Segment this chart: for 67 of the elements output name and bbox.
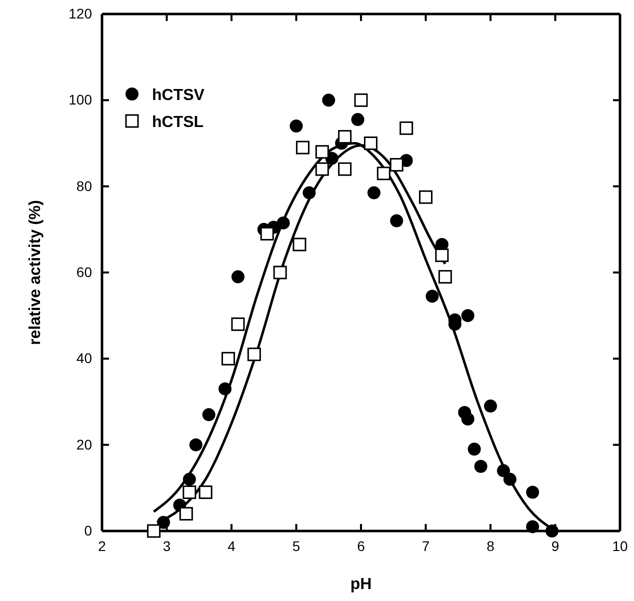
point xyxy=(218,382,232,396)
point xyxy=(426,290,439,303)
point xyxy=(419,190,432,204)
x-tick-label: 8 xyxy=(486,538,495,554)
point xyxy=(474,460,488,473)
point xyxy=(435,248,449,262)
point xyxy=(390,214,404,228)
point xyxy=(526,520,540,534)
point xyxy=(292,238,306,252)
x-tick-label: 2 xyxy=(98,538,106,554)
point xyxy=(273,266,287,280)
y-tick-label: 0 xyxy=(84,522,92,538)
point xyxy=(157,516,170,529)
point xyxy=(315,162,329,176)
point xyxy=(390,158,404,172)
point xyxy=(222,352,236,366)
point xyxy=(179,507,193,521)
point xyxy=(322,94,336,107)
point xyxy=(546,524,559,538)
point xyxy=(302,186,316,200)
point xyxy=(315,145,329,159)
point xyxy=(231,317,245,331)
point xyxy=(338,162,352,176)
point xyxy=(290,120,303,133)
x-axis-title: pH xyxy=(350,576,372,593)
point xyxy=(400,121,414,135)
point xyxy=(182,472,196,486)
point xyxy=(376,166,390,180)
x-tick-label: 4 xyxy=(228,538,236,554)
y-tick-label: 80 xyxy=(76,178,92,194)
point xyxy=(182,485,196,499)
point xyxy=(296,140,310,154)
legend-label: hCTSV xyxy=(152,87,205,104)
point xyxy=(147,524,161,538)
point xyxy=(276,216,290,230)
point xyxy=(198,485,212,499)
point xyxy=(461,412,474,426)
point xyxy=(202,408,216,422)
point xyxy=(526,486,540,499)
point xyxy=(231,270,244,284)
y-tick-label: 100 xyxy=(68,92,92,108)
x-tick-label: 10 xyxy=(612,538,628,554)
x-tick-label: 5 xyxy=(292,538,300,554)
y-axis-title: relative activity (%) xyxy=(27,200,44,345)
x-tick-label: 7 xyxy=(422,538,430,554)
x-tick-label: 6 xyxy=(357,538,366,554)
point xyxy=(364,136,378,150)
point xyxy=(260,226,274,240)
point xyxy=(496,464,510,478)
y-tick-label: 60 xyxy=(76,264,92,280)
point xyxy=(468,442,481,456)
point xyxy=(438,270,452,284)
point xyxy=(461,309,474,322)
point xyxy=(247,348,261,362)
x-tick-label: 9 xyxy=(551,538,560,554)
y-tick-label: 120 xyxy=(68,5,92,22)
point xyxy=(484,400,497,413)
point xyxy=(367,186,380,200)
point xyxy=(338,130,352,144)
point xyxy=(503,472,516,486)
point xyxy=(354,93,368,107)
point xyxy=(189,438,202,452)
y-tick-label: 20 xyxy=(76,436,92,452)
y-tick-label: 40 xyxy=(76,350,92,366)
x-tick-label: 3 xyxy=(162,538,171,554)
point xyxy=(351,113,364,126)
legend-label: hCTSL xyxy=(152,114,204,131)
